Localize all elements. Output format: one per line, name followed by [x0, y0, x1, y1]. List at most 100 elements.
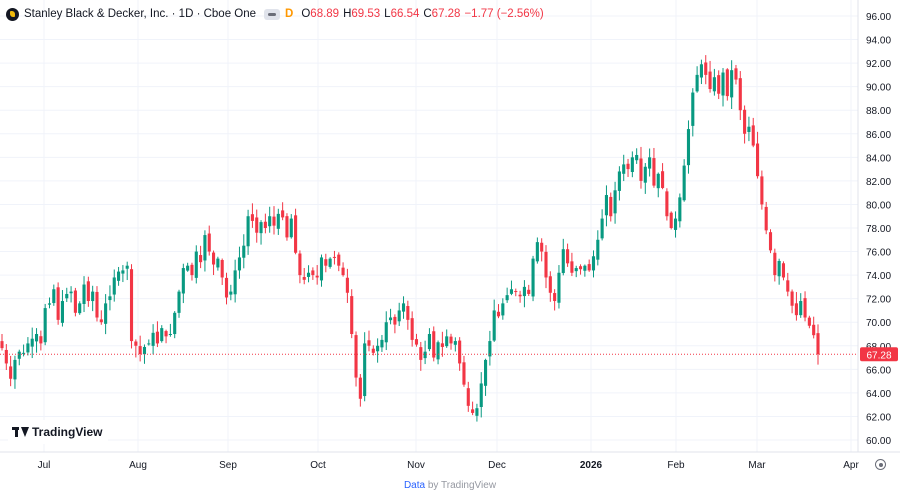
- candle-body: [138, 346, 142, 355]
- candle-body: [0, 341, 4, 349]
- candle-body: [13, 359, 17, 380]
- candle-body: [199, 255, 203, 263]
- candle-body: [259, 222, 263, 234]
- candle-body: [514, 291, 518, 293]
- candle-body: [561, 249, 565, 274]
- candle-body: [440, 343, 444, 347]
- y-tick-label: 90.00: [866, 83, 891, 94]
- candle-body: [527, 289, 531, 294]
- candle-body: [496, 311, 501, 317]
- delay-marker: D: [285, 8, 294, 20]
- x-tick-label: Feb: [667, 460, 685, 471]
- close-label: C: [423, 8, 432, 20]
- candle-body: [22, 352, 26, 354]
- candle-body: [181, 268, 185, 294]
- candle-body: [315, 275, 319, 278]
- y-tick-label: 96.00: [866, 12, 891, 23]
- candle-body: [436, 342, 440, 360]
- candle-body: [656, 173, 660, 189]
- candle-body: [803, 298, 807, 318]
- candle-body: [591, 256, 596, 271]
- candle-body: [622, 164, 626, 174]
- candle-body: [812, 324, 816, 336]
- open-label: O: [301, 8, 311, 20]
- candle-body: [224, 277, 229, 298]
- y-tick-label: 66.00: [866, 365, 891, 376]
- candle-body: [142, 346, 147, 355]
- candle-body: [626, 163, 630, 170]
- candle-body: [168, 334, 172, 335]
- candle-body: [419, 347, 423, 360]
- candle-body: [129, 269, 134, 342]
- footer-text: by TradingView: [425, 480, 497, 491]
- settings-gear-icon[interactable]: [875, 459, 886, 470]
- candle-body: [9, 366, 13, 379]
- candle-body: [410, 318, 414, 340]
- y-tick-label: 94.00: [866, 36, 891, 47]
- candle-body: [492, 310, 496, 341]
- y-tick-label: 64.00: [866, 389, 891, 400]
- y-tick-label: 84.00: [866, 153, 891, 164]
- candle-body: [587, 264, 591, 271]
- candle-body: [557, 272, 561, 303]
- tradingview-logo-icon: [12, 427, 29, 437]
- footer-data-link[interactable]: Data: [403, 480, 426, 491]
- candle-body: [578, 266, 583, 270]
- x-tick-label: Nov: [407, 460, 425, 471]
- y-tick-label: 70.00: [866, 318, 891, 329]
- candle-body: [229, 291, 233, 295]
- candle-body: [544, 251, 548, 278]
- candle-body: [682, 165, 686, 201]
- candle-body: [574, 268, 578, 272]
- candle-body: [186, 265, 190, 271]
- candle-body: [665, 191, 669, 217]
- candle-body: [65, 293, 69, 299]
- candle-body: [699, 64, 703, 78]
- candle-body: [376, 345, 380, 352]
- y-tick-label: 80.00: [866, 200, 891, 211]
- y-tick-label: 86.00: [866, 130, 891, 141]
- candle-body: [522, 286, 526, 297]
- y-tick-label: 60.00: [866, 436, 891, 447]
- candle-body: [350, 296, 354, 334]
- candle-body: [794, 303, 798, 316]
- candle-body: [617, 171, 621, 191]
- candle-body: [453, 341, 457, 345]
- visibility-icon[interactable]: [264, 8, 281, 20]
- candle-body: [69, 291, 73, 294]
- candle-body: [678, 197, 682, 222]
- candle-body: [255, 217, 259, 233]
- candle-body: [673, 218, 678, 230]
- candle-body: [518, 294, 522, 297]
- tradingview-logo[interactable]: TradingView: [8, 420, 109, 444]
- candle-body: [648, 157, 652, 169]
- symbol-title[interactable]: Stanley Black & Decker, Inc. · 1D · Cboe…: [24, 8, 257, 20]
- candle-body: [630, 157, 634, 172]
- candle-body: [112, 277, 116, 295]
- candle-body: [337, 254, 341, 266]
- candle-body: [397, 310, 401, 322]
- change-value: −1.77 (−2.56%): [464, 8, 544, 20]
- candle-body: [501, 303, 505, 316]
- candle-body: [190, 264, 194, 276]
- candle-body: [756, 143, 760, 177]
- candle-body: [332, 256, 336, 258]
- candle-body: [237, 257, 242, 271]
- candle-body: [583, 265, 587, 271]
- candle-body: [393, 316, 397, 325]
- candle-body: [319, 257, 324, 281]
- tradingview-logo-text: TradingView: [32, 425, 103, 439]
- close-value: 67.28: [431, 8, 461, 20]
- candle-body: [91, 291, 95, 302]
- candle-body: [566, 249, 570, 264]
- candle-body: [730, 70, 734, 98]
- candle-body: [263, 221, 267, 228]
- candle-body: [82, 284, 86, 304]
- candle-body: [734, 68, 738, 80]
- candle-body: [553, 293, 557, 302]
- candle-body: [712, 77, 716, 92]
- candle-body: [790, 291, 794, 306]
- y-tick-label: 82.00: [866, 177, 891, 188]
- candle-body: [17, 351, 21, 359]
